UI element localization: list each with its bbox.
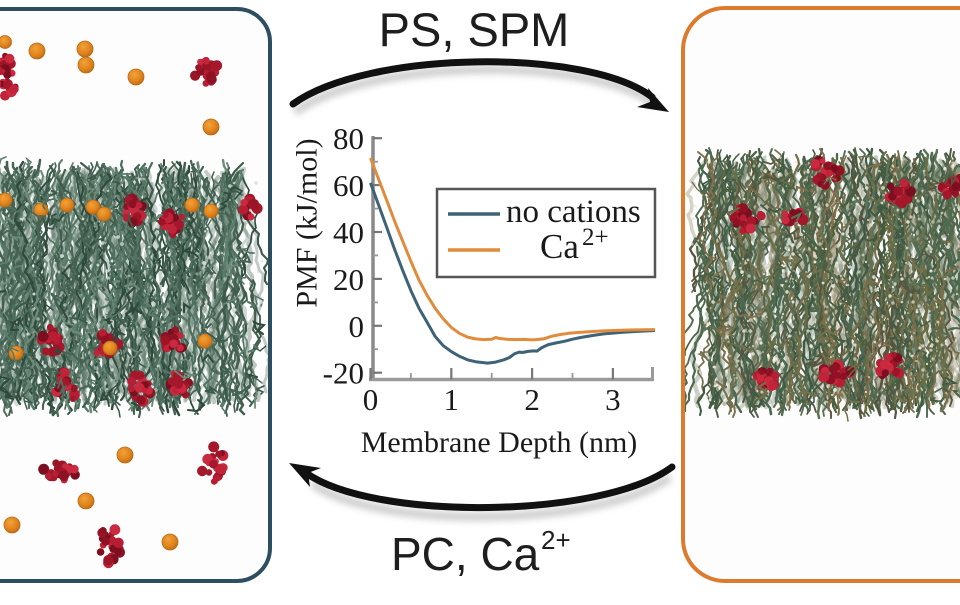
svg-text:PMF (kJ/mol): PMF (kJ/mol) (291, 138, 324, 307)
svg-text:60: 60 (333, 168, 364, 203)
svg-text:0: 0 (363, 382, 379, 417)
svg-text:3: 3 (605, 382, 621, 417)
svg-text:40: 40 (333, 215, 364, 250)
svg-text:20: 20 (333, 262, 364, 297)
svg-text:2+: 2+ (541, 525, 571, 555)
svg-text:0: 0 (349, 309, 365, 344)
svg-text:no cations: no cations (506, 194, 641, 230)
svg-text:Ca: Ca (540, 227, 579, 266)
svg-text:Membrane Depth (nm): Membrane Depth (nm) (361, 426, 638, 459)
svg-text:-20: -20 (323, 356, 364, 391)
svg-text:2: 2 (524, 382, 540, 417)
svg-text:2+: 2+ (582, 224, 609, 251)
svg-text:80: 80 (333, 121, 364, 156)
svg-text:1: 1 (444, 382, 460, 417)
svg-text:PS, SPM: PS, SPM (379, 3, 570, 56)
svg-text:PC, Ca: PC, Ca (391, 528, 540, 580)
